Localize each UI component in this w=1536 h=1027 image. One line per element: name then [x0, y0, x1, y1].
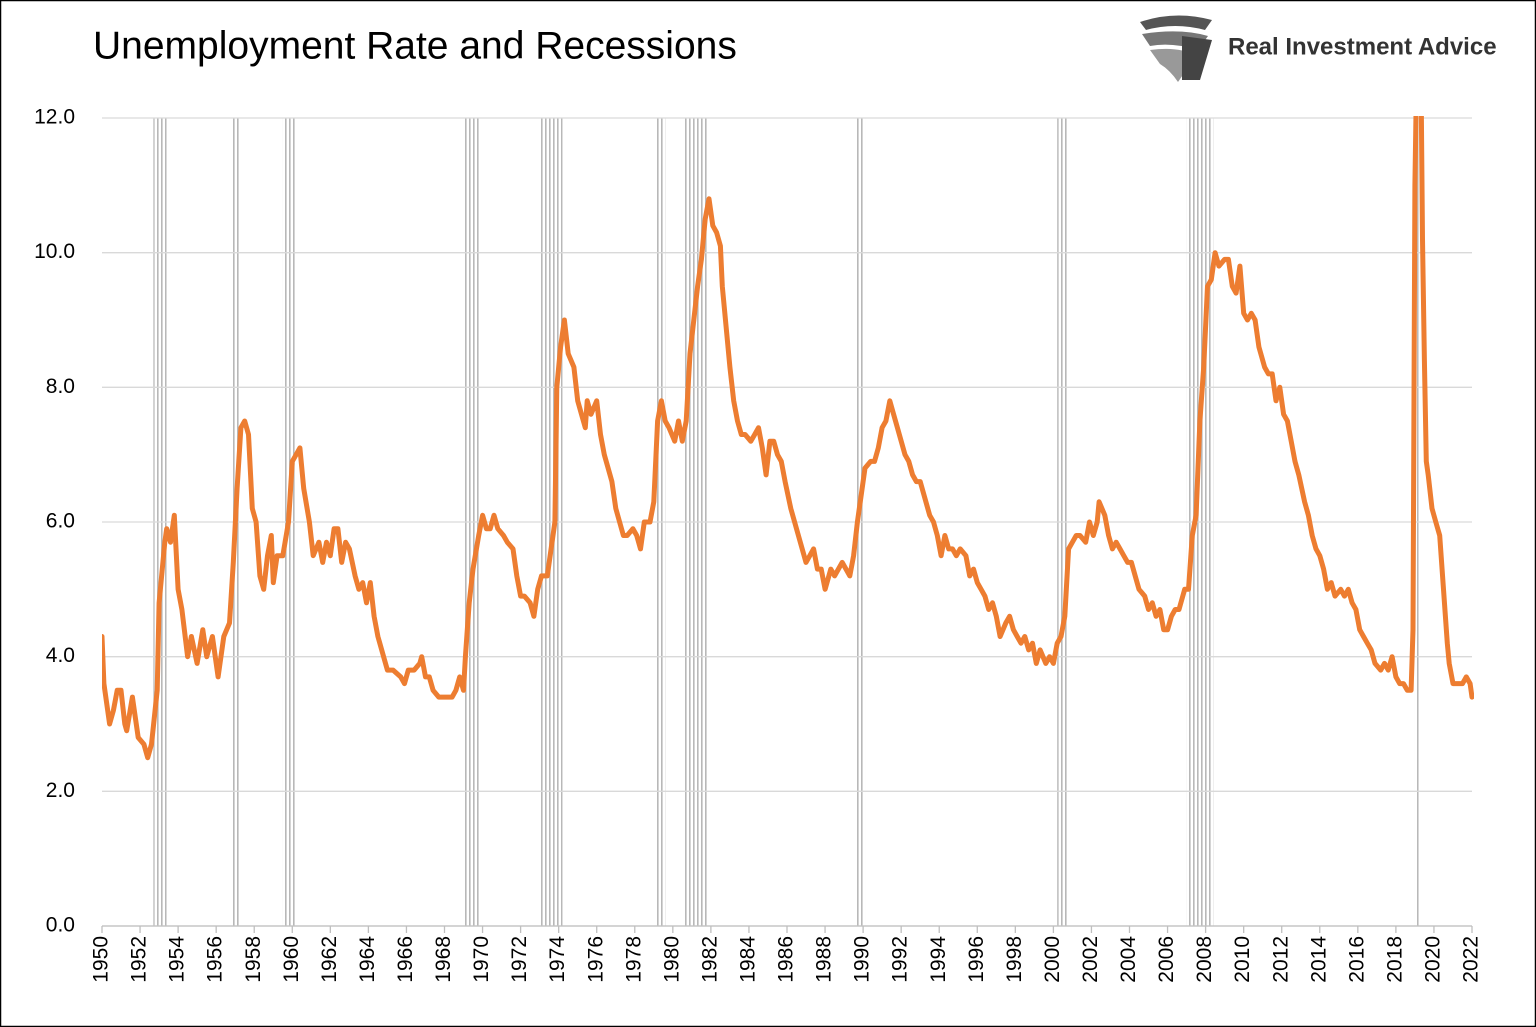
x-tick-label: 1998 — [1003, 936, 1026, 983]
x-tick-label: 2012 — [1269, 936, 1292, 983]
x-tick-label: 1972 — [508, 936, 531, 983]
x-tick-label: 1976 — [584, 936, 607, 983]
x-tick-label: 1984 — [736, 936, 759, 983]
y-tick-label: 4.0 — [46, 644, 75, 667]
x-tick-label: 2016 — [1345, 936, 1368, 983]
x-tick-label: 1992 — [889, 936, 912, 983]
x-tick-label: 1950 — [90, 936, 113, 983]
x-tick-label: 2006 — [1155, 936, 1178, 983]
y-tick-label: 8.0 — [46, 375, 75, 398]
x-tick-label: 1980 — [660, 936, 683, 983]
x-tick-label: 1962 — [318, 936, 341, 983]
x-tick-label: 2004 — [1117, 936, 1140, 983]
x-tick-label: 1952 — [128, 936, 151, 983]
y-tick-label: 2.0 — [46, 779, 75, 802]
x-tick-label: 1964 — [356, 936, 379, 983]
x-tick-label: 2000 — [1041, 936, 1064, 983]
x-tick-label: 1990 — [851, 936, 874, 983]
x-tick-label: 1978 — [622, 936, 645, 983]
x-tick-label: 1994 — [927, 936, 950, 983]
x-tick-label: 1968 — [432, 936, 455, 983]
x-tick-label: 2002 — [1079, 936, 1102, 983]
x-tick-label: 2022 — [1460, 936, 1483, 983]
x-tick-label: 1966 — [394, 936, 417, 983]
x-tick-label: 1970 — [470, 936, 493, 983]
x-tick-label: 1988 — [813, 936, 836, 983]
x-tick-label: 1956 — [204, 936, 227, 983]
brand: Real Investment Advice — [1228, 33, 1497, 60]
x-tick-label: 2018 — [1383, 936, 1406, 983]
x-tick-label: 2008 — [1193, 936, 1216, 983]
x-tick-label: 2014 — [1307, 936, 1330, 983]
y-tick-label: 12.0 — [34, 106, 75, 129]
y-tick-label: 10.0 — [34, 240, 75, 263]
unemployment-line — [102, 116, 1474, 761]
x-tick-label: 2010 — [1231, 936, 1254, 983]
x-tick-label: 2020 — [1421, 936, 1444, 983]
chart-title: Unemployment Rate and Recessions — [93, 24, 737, 67]
y-tick-label: 0.0 — [46, 914, 75, 937]
x-tick-label: 1954 — [166, 936, 189, 983]
x-tick-label: 1982 — [698, 936, 721, 983]
x-tick-label: 1996 — [965, 936, 988, 983]
x-tick-label: 1960 — [280, 936, 303, 983]
x-tick-label: 1986 — [775, 936, 798, 983]
x-tick-label: 1974 — [546, 936, 569, 983]
logo — [1140, 15, 1212, 82]
y-tick-label: 6.0 — [46, 510, 75, 533]
x-tick-label: 1958 — [242, 936, 265, 983]
